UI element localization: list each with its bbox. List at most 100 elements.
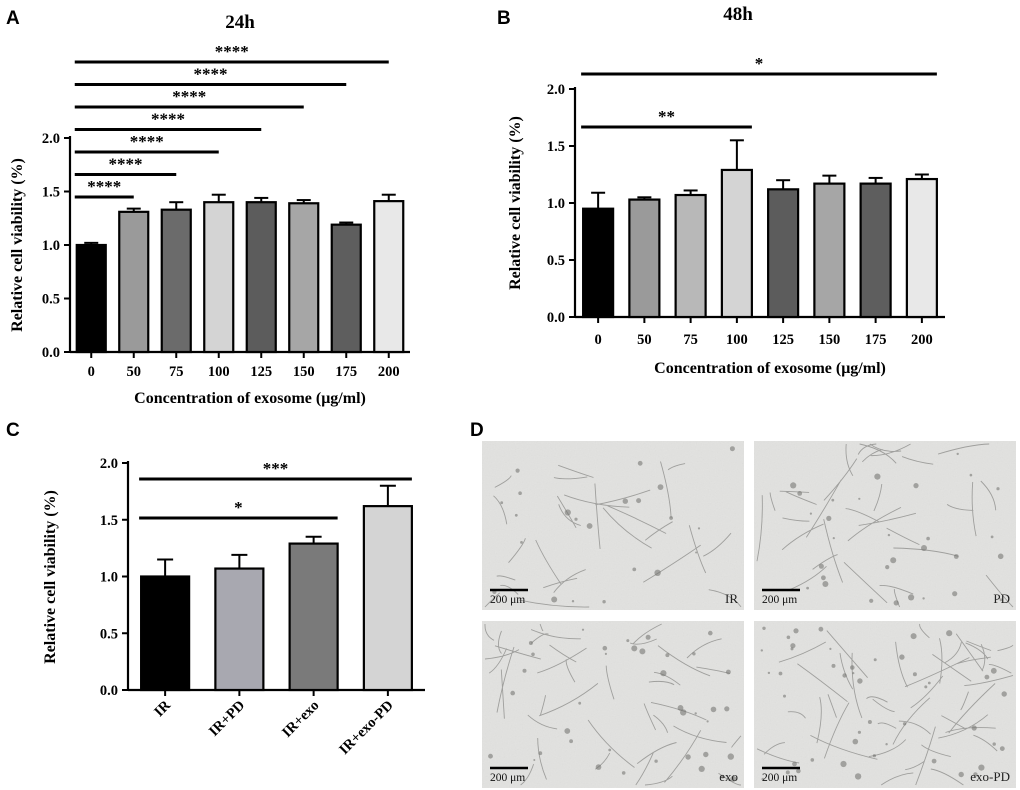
x-tick-label: 125 (250, 364, 272, 380)
cell-body (695, 551, 698, 554)
micrograph-texture (482, 441, 744, 610)
cell-body (677, 705, 684, 711)
micrograph-texture (754, 621, 1016, 788)
cell-processes (484, 461, 742, 608)
cell-body (958, 771, 964, 778)
x-tick-label: IR+exo-PD (336, 698, 396, 758)
y-tick-label: 0.0 (547, 310, 565, 326)
x-tick-label: 150 (293, 364, 315, 380)
micrograph-exo: 200 μm exo (482, 621, 744, 788)
cell-body (708, 630, 713, 636)
x-axis-label: Concentration of exosome (μg/ml) (654, 360, 886, 377)
cell-processes (484, 623, 742, 786)
micrograph-ir: 200 μm IR (482, 441, 744, 610)
x-tick-label: 175 (865, 332, 887, 348)
x-tick-label: 200 (911, 332, 933, 348)
cell-body (831, 663, 836, 668)
cell-body (564, 728, 571, 734)
bar (859, 182, 892, 319)
cell-body (910, 633, 917, 640)
cell-body (874, 473, 881, 480)
cell-body (867, 720, 872, 724)
x-tick-label: 75 (683, 332, 698, 348)
cell-body (927, 681, 931, 685)
micrograph-pd: 200 μm PD (754, 441, 1016, 610)
panel-label-a: A (6, 8, 20, 29)
cell-body (978, 764, 985, 771)
cell-body (665, 653, 670, 658)
bar (288, 202, 320, 354)
cell-body (971, 725, 977, 731)
bar (362, 505, 413, 692)
cell-body (885, 565, 890, 570)
cell-body (514, 513, 518, 517)
panel-label-b: B (497, 8, 511, 29)
y-tick-label: 2.0 (100, 456, 118, 472)
cell-body (626, 639, 630, 643)
bar (813, 182, 846, 319)
cell-body (518, 491, 522, 496)
bar (245, 201, 277, 354)
cell-body (831, 498, 835, 502)
significance-label: **** (172, 87, 206, 106)
y-tick-label: 1.5 (42, 185, 60, 201)
micrograph-texture (754, 441, 1016, 610)
x-tick-label: 100 (726, 332, 748, 348)
cell-body (574, 517, 578, 521)
x-tick-label: 50 (127, 364, 142, 380)
cell-body (946, 630, 953, 637)
x-tick-label: 175 (335, 364, 357, 380)
cell-body (852, 738, 859, 745)
cell-body (602, 645, 608, 651)
cell-body (842, 673, 847, 678)
cell-body (604, 652, 608, 656)
micrograph-texture (482, 621, 744, 788)
cell-body (996, 487, 1000, 491)
chart-a: 0.0 0.5 1.0 1.5 2.0 0 50 75 100 125 150 175 200 **** *… (9, 42, 410, 407)
bar (288, 542, 339, 692)
cell-body (931, 758, 937, 764)
y-tick-label: 1.0 (100, 570, 118, 586)
cell-body (692, 652, 696, 656)
cell-body (790, 482, 797, 489)
cell-body (926, 536, 930, 541)
cell-body (806, 586, 809, 590)
cell-processes (756, 623, 1014, 786)
x-tick-label: 125 (772, 332, 794, 348)
cell-body (786, 635, 791, 640)
y-tick-label: 1.5 (100, 513, 118, 529)
bar (75, 243, 107, 354)
scale-bar-label: 200 μm (490, 594, 525, 606)
cell-body (706, 720, 709, 723)
y-tick-label: 0.5 (547, 253, 565, 269)
cell-body (809, 512, 813, 515)
y-tick-label: 0.5 (100, 626, 118, 642)
cell-body (792, 761, 797, 767)
cell-body (726, 669, 731, 675)
cell-body (586, 523, 593, 529)
bar (373, 200, 405, 354)
cell-body (724, 706, 730, 712)
cell-body (636, 498, 642, 504)
cell-body (569, 739, 573, 744)
cell-body (1001, 691, 1007, 697)
scale-bar-label: 200 μm (490, 772, 525, 784)
scale-bar-label: 200 μm (762, 772, 797, 784)
cell-body (515, 468, 520, 473)
cell-body (602, 600, 606, 604)
cell-body (857, 730, 862, 734)
cell-body (790, 643, 796, 649)
cell-body (657, 484, 664, 490)
panel-label-d: D (470, 420, 484, 441)
cell-body (818, 563, 824, 569)
bar (118, 210, 150, 354)
micrograph-label: IR (725, 591, 738, 606)
panel-label-c: C (6, 420, 20, 441)
x-tick-label: 0 (88, 364, 95, 380)
y-tick-label: 2.0 (547, 82, 565, 98)
significance-label: *** (263, 459, 289, 478)
cell-body (822, 581, 829, 587)
bar (905, 177, 938, 319)
cell-body (902, 722, 907, 726)
cell-body (899, 654, 905, 660)
